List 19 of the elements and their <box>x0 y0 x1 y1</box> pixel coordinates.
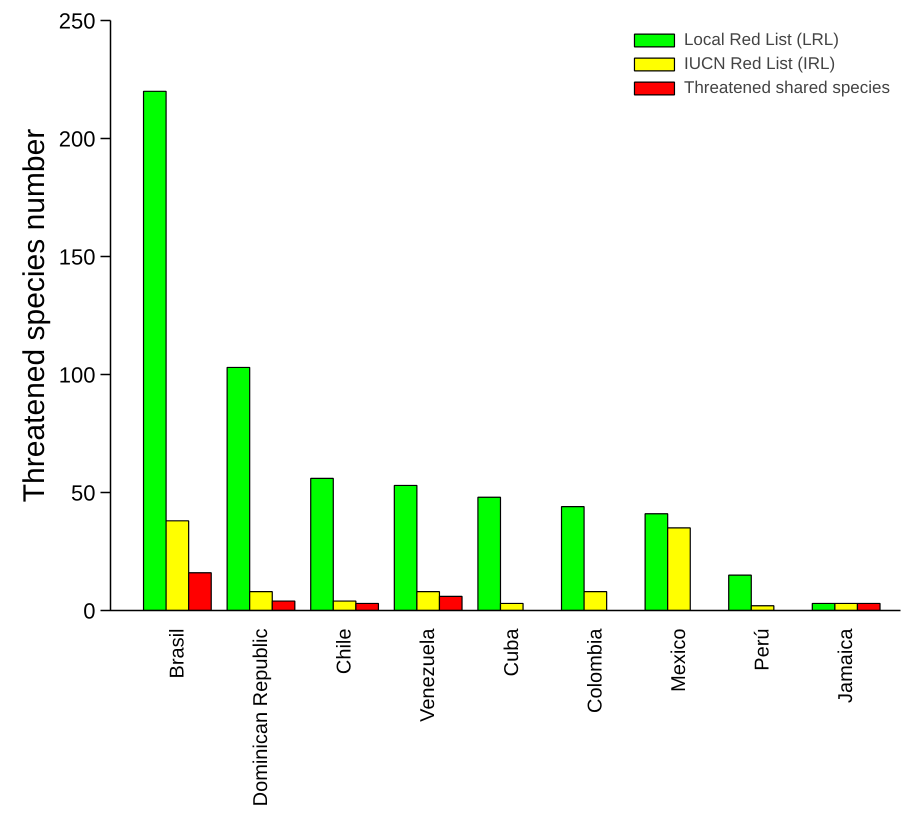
y-tick-label: 100 <box>58 362 96 388</box>
y-axis-title: Threatened species number <box>18 128 51 502</box>
x-tick-label: Mexico <box>668 628 690 692</box>
y-tick-label: 200 <box>58 126 96 152</box>
x-tick-label: Chile <box>334 628 356 674</box>
legend-label: Threatened shared species <box>684 78 890 98</box>
x-tick-label: Cuba <box>500 628 523 676</box>
x-tick-label: Dominican Republic <box>250 628 272 806</box>
y-tick-label: 50 <box>71 480 96 506</box>
y-tick-label: 150 <box>58 244 96 270</box>
legend-label: IUCN Red List (IRL) <box>684 54 836 74</box>
x-tick-label: Colombia <box>584 628 606 713</box>
y-tick-label: 250 <box>58 8 96 34</box>
x-tick-label: Brasil <box>166 628 188 679</box>
x-tick-label: Perú <box>752 628 774 671</box>
y-tick-label: 0 <box>83 598 96 624</box>
x-tick-label: Venezuela <box>417 628 440 722</box>
x-tick-label: Jamaica <box>835 628 858 703</box>
legend-label: Local Red List (LRL) <box>684 30 839 50</box>
